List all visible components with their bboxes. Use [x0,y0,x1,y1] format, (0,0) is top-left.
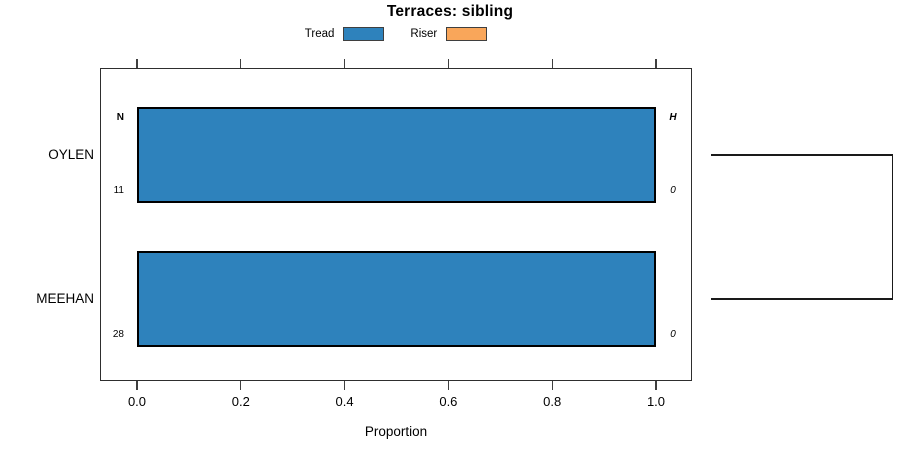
legend-swatch-tread [343,27,385,41]
x-tick-label: 0.2 [231,394,250,409]
legend-label: Riser [410,28,438,40]
legend: Tread Riser [100,25,692,43]
dendrogram-branch-top [711,154,893,156]
y-category-label-oylen: OYLEN [48,147,94,162]
chart-title: Terraces: sibling [386,3,514,20]
x-axis-tick-top [240,59,242,68]
x-tick-label: 0.0 [127,394,147,409]
x-axis-tick-bottom [136,381,138,390]
h-value-oylen: 0 [670,185,676,196]
x-axis-label: Proportion [364,424,428,439]
dendrogram-root-join [891,154,893,300]
x-axis-tick-top [344,59,346,68]
x-axis-tick-bottom [655,381,657,390]
dendrogram-branch-bottom [711,298,893,300]
n-value-oylen: 11 [113,185,124,196]
h-value-meehan: 0 [670,329,676,340]
x-axis-tick-top [551,59,553,68]
x-axis-tick-top [136,59,138,68]
legend-label: Tread [304,28,335,40]
x-axis-tick-bottom [447,381,450,390]
x-tick-label: 0.4 [335,394,354,409]
bar-tread-meehan [137,251,656,347]
n-column-header: N [116,112,124,123]
x-tick-label: 0.8 [543,394,562,409]
x-axis-tick-bottom [240,381,242,390]
y-category-label-meehan: MEEHAN [36,291,94,306]
x-axis-tick-top [447,59,450,68]
bar-tread-oylen [137,107,656,203]
x-axis-tick-top [655,59,657,68]
h-column-header: H [669,112,677,123]
x-axis-tick-bottom [344,381,346,390]
x-axis-tick-bottom [551,381,553,390]
legend-swatch-riser [446,27,488,41]
legend-item-riser: Riser [410,27,488,41]
legend-item-tread: Tread [305,27,385,41]
x-tick-label: 0.6 [439,394,458,409]
x-tick-label: 1.0 [646,394,666,409]
n-value-meehan: 28 [112,329,124,340]
